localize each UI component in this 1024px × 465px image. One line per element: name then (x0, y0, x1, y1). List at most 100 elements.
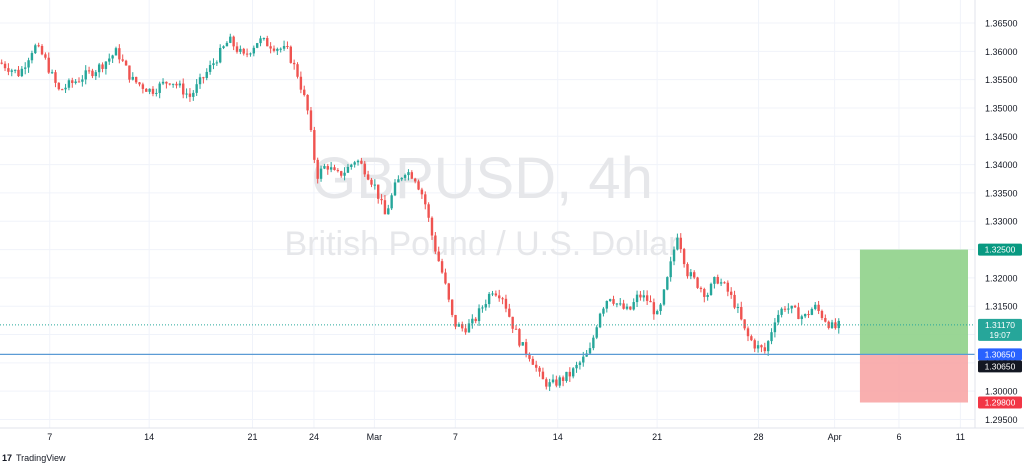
candle-body (723, 282, 726, 284)
candle-body (588, 348, 592, 354)
candle-body (225, 42, 229, 47)
candle-body (286, 45, 289, 47)
candle-body (834, 322, 837, 329)
candle-body (235, 46, 239, 52)
candle-body (252, 47, 256, 54)
candle-body (830, 322, 834, 328)
candle-body (222, 46, 225, 48)
y-tick-label: 1.29500 (985, 415, 1018, 425)
candle-body (649, 300, 652, 303)
candle-body (598, 313, 602, 328)
time-axis[interactable]: 7 14 21 24 Mar 7 14 21 28 Apr 6 11 (47, 432, 965, 442)
x-tick-label: 6 (896, 432, 901, 442)
candle-body (736, 307, 740, 309)
candle-body (571, 368, 575, 377)
price-tag: 1.30650 (978, 360, 1022, 373)
candle-body (343, 172, 346, 176)
candle-body (262, 38, 266, 40)
candle-body (783, 308, 787, 310)
candle-body (612, 299, 615, 304)
candle-body (370, 179, 373, 185)
candle-body (558, 377, 561, 386)
candle-body (693, 272, 696, 278)
candle-body (461, 324, 464, 329)
candle-body (753, 340, 756, 349)
candle-body (74, 81, 77, 84)
candle-body (417, 181, 420, 190)
candle-body (810, 308, 814, 315)
price-tag-bg (978, 243, 1022, 256)
candle-body (541, 371, 545, 380)
candle-body (64, 87, 67, 90)
candle-body (57, 82, 61, 90)
candle-body (279, 48, 282, 50)
long-position-tool[interactable] (859, 249, 968, 403)
profit-zone[interactable] (859, 249, 968, 355)
candle-body (54, 72, 57, 83)
price-tag: 1.29800 (978, 396, 1022, 409)
candle-body (437, 251, 440, 262)
candle-body (669, 261, 672, 278)
price-tag-countdown: 19:07 (989, 330, 1011, 340)
candle-body (44, 54, 47, 58)
candle-body (770, 332, 773, 342)
candle-body (635, 294, 639, 303)
candle-body (10, 70, 13, 72)
candle-body (198, 77, 202, 85)
x-tick-label: 7 (47, 432, 52, 442)
tradingview-brand: TradingView (16, 453, 66, 463)
candle-body (740, 307, 743, 320)
candle-body (531, 358, 535, 365)
candle-body (652, 302, 656, 315)
candle-body (0, 62, 3, 64)
candle-body (141, 84, 145, 89)
candle-body (366, 174, 370, 180)
candle-body (148, 88, 151, 92)
candle-body (595, 327, 598, 338)
candle-body (81, 79, 84, 82)
candle-body (457, 324, 461, 327)
candle-body (373, 184, 377, 186)
candle-body (185, 93, 188, 95)
candle-body (84, 70, 87, 80)
loss-zone[interactable] (859, 354, 968, 403)
grid (0, 0, 975, 428)
candle-body (447, 283, 451, 300)
candle-body (820, 310, 824, 319)
y-tick-label: 1.34500 (985, 132, 1018, 142)
price-tag-label: 1.29800 (985, 398, 1016, 408)
candle-body (3, 63, 7, 69)
candle-body (625, 306, 629, 309)
candle-body (837, 320, 840, 329)
candle-body (662, 289, 666, 305)
price-tag-bg (978, 348, 1022, 361)
candle-body (24, 67, 27, 69)
price-tag-label: 1.30650 (985, 349, 1016, 359)
candle-body (114, 48, 118, 56)
candle-body (205, 71, 208, 78)
y-tick-label: 1.33500 (985, 188, 1018, 198)
candlesticks[interactable] (0, 33, 840, 391)
candle-body (218, 47, 222, 63)
candle-body (793, 305, 797, 308)
candle-body (202, 77, 205, 79)
candle-body (454, 314, 457, 327)
x-tick-label: 7 (453, 432, 458, 442)
candle-body (188, 93, 192, 97)
candle-body (538, 367, 541, 372)
candle-body (175, 83, 178, 86)
candle-body (763, 347, 767, 352)
tradingview-logo[interactable]: 17 TradingView (0, 451, 152, 465)
horizontal-lines[interactable] (0, 324, 975, 355)
candle-body (743, 319, 746, 329)
candle-body (602, 308, 605, 314)
candle-body (138, 82, 141, 85)
candle-body (800, 316, 803, 320)
x-tick-label: 11 (956, 432, 965, 442)
candle-body (656, 311, 659, 315)
candle-body (380, 198, 383, 201)
candle-body (780, 308, 783, 315)
candle-body (568, 371, 572, 377)
